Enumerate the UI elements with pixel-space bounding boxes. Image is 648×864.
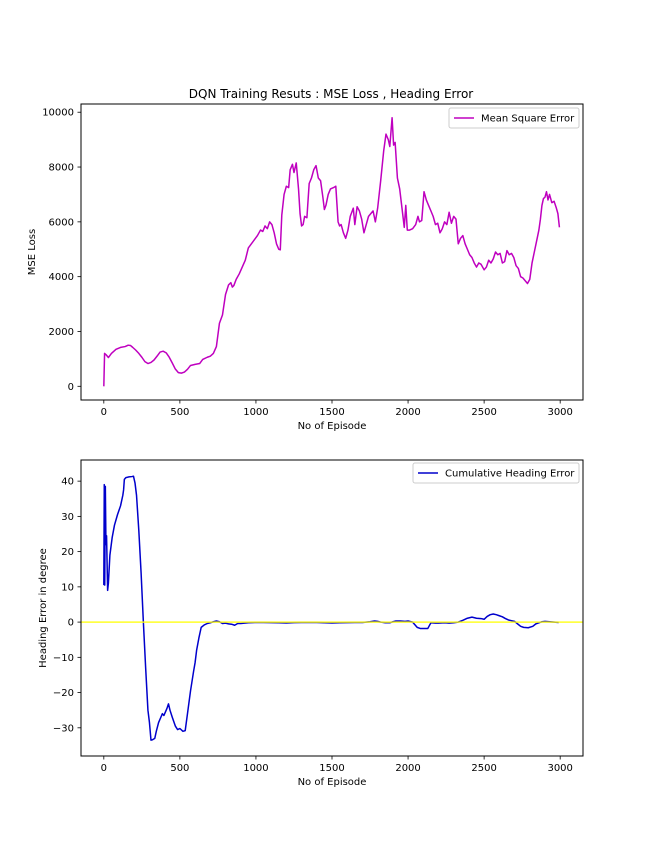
y-tick-label: 8000 xyxy=(49,163,74,174)
mse-legend: Mean Square Error xyxy=(448,107,580,129)
y-tick-label: 0 xyxy=(68,618,74,629)
x-tick-label: 3000 xyxy=(547,407,572,418)
y-tick-label: −10 xyxy=(53,653,74,664)
y-tick-label: 20 xyxy=(61,547,74,558)
y-tick-label: 4000 xyxy=(49,272,74,283)
y-tick-label: −20 xyxy=(53,688,74,699)
y-tick-label: −30 xyxy=(53,723,74,734)
mse-x-axis-label: No of Episode xyxy=(298,421,367,432)
x-tick-label: 1000 xyxy=(243,763,268,774)
heading-legend: Cumulative Heading Error xyxy=(412,462,580,484)
mse-loss-axes: 0 500 1000 1500 2000 2500 3000 0 2000 4000 6000 80… xyxy=(27,103,584,432)
x-tick-label: 2000 xyxy=(395,763,420,774)
legend-label-mse: Mean Square Error xyxy=(481,114,575,125)
series-line-mse xyxy=(103,116,561,387)
y-tick-label: 0 xyxy=(68,382,74,393)
mse-x-ticks: 0 500 1000 1500 2000 2500 3000 xyxy=(101,400,573,418)
mse-y-axis-label: MSE Loss xyxy=(27,229,38,275)
chart-title: DQN Training Resuts : MSE Loss , Heading… xyxy=(189,87,474,101)
y-tick-label: 40 xyxy=(61,477,74,488)
heading-y-axis-label: Heading Error in degree xyxy=(38,548,49,668)
heading-x-axis-label: No of Episode xyxy=(298,777,367,788)
x-tick-label: 2500 xyxy=(471,407,496,418)
x-tick-label: 2000 xyxy=(395,407,420,418)
heading-x-ticks: 0 500 1000 1500 2000 2500 3000 xyxy=(101,756,573,774)
x-tick-label: 500 xyxy=(170,763,189,774)
y-tick-label: 30 xyxy=(61,512,74,523)
heading-error-plot-area xyxy=(81,475,583,741)
legend-box xyxy=(448,107,580,129)
mse-y-ticks: 0 2000 4000 6000 8000 10000 xyxy=(42,108,81,393)
heading-y-ticks: −30 −20 −10 0 10 20 30 40 xyxy=(53,477,81,734)
x-tick-label: 1500 xyxy=(319,763,344,774)
legend-box xyxy=(412,462,580,484)
x-tick-label: 500 xyxy=(170,407,189,418)
x-tick-label: 1000 xyxy=(243,407,268,418)
x-tick-label: 0 xyxy=(101,407,107,418)
y-tick-label: 10000 xyxy=(42,108,74,119)
mse-axes-frame xyxy=(80,103,584,401)
x-tick-label: 3000 xyxy=(547,763,572,774)
y-tick-label: 2000 xyxy=(49,327,74,338)
x-tick-label: 1500 xyxy=(319,407,344,418)
heading-axes-frame xyxy=(80,459,584,757)
y-tick-label: 10 xyxy=(61,582,74,593)
x-tick-label: 2500 xyxy=(471,763,496,774)
x-tick-label: 0 xyxy=(101,763,107,774)
legend-label-heading: Cumulative Heading Error xyxy=(445,469,575,480)
heading-error-axes: 0 500 1000 1500 2000 2500 3000 −30 −20 −10 0 10 20 3… xyxy=(38,459,584,788)
y-tick-label: 6000 xyxy=(49,217,74,228)
mse-loss-plot-area xyxy=(103,116,561,387)
